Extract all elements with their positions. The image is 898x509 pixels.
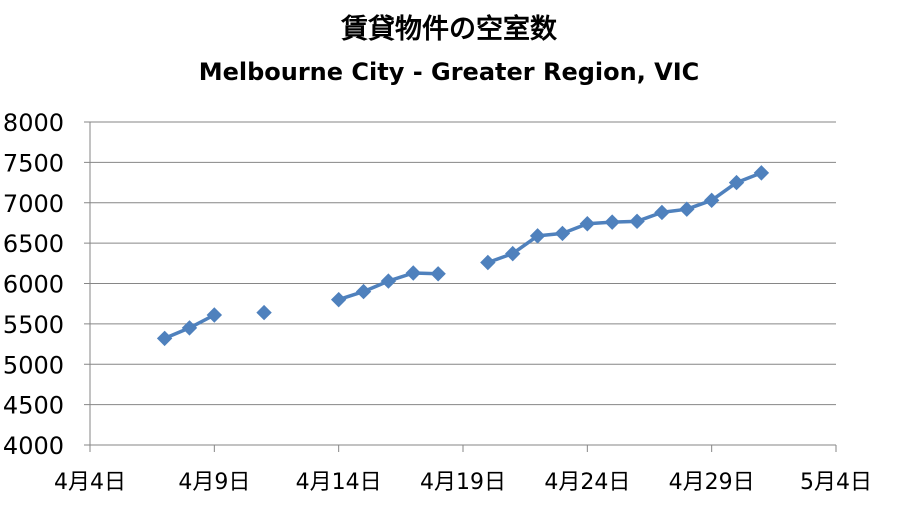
x-tick-labels: 4月4日 4月9日 4月14日 4月19日 4月24日 4月29日 5月4日 [54,470,872,495]
data-point [554,225,571,242]
y-tick-label: 5500 [3,311,64,339]
data-point [206,307,223,323]
data-point [703,192,720,209]
data-point [753,165,770,181]
data-point [156,330,173,347]
data-point [256,304,272,321]
data-point [654,204,670,221]
y-tick-label: 5000 [3,351,64,379]
data-point [330,291,347,308]
data-point [480,254,496,271]
series-line [163,171,763,341]
y-tick-labels: 8000 7500 7000 6500 6000 5500 5000 4500 4000 [3,109,64,460]
chart-subtitle: Melbourne City - Greater Region, VIC [199,58,700,86]
data-point [629,213,645,230]
series-points [156,165,770,347]
x-tick-label: 4月14日 [296,470,382,495]
data-point [355,283,372,300]
gridlines [90,121,836,406]
x-tick-label: 5月4日 [800,470,872,495]
data-point [579,216,596,232]
data-point [405,265,421,281]
y-tick-label: 4500 [3,392,64,420]
x-tick-label: 4月29日 [669,470,755,495]
data-point [181,320,198,336]
data-point [380,273,397,289]
y-tick-label: 8000 [3,109,64,137]
y-tick-label: 6500 [3,230,64,258]
data-point [430,266,446,282]
y-tick-label: 4000 [3,432,64,460]
x-tick-label: 4月9日 [178,470,250,495]
y-tick-label: 7500 [3,149,64,177]
x-tick-label: 4月4日 [54,470,126,495]
data-point [529,228,546,244]
y-tick-label: 7000 [3,190,64,218]
data-point [604,214,620,230]
x-tick-label: 4月24日 [544,470,630,495]
series-line-segment [487,171,763,265]
y-tick-label: 6000 [3,271,64,299]
axes [84,121,837,452]
data-point [679,201,695,217]
x-tick-label: 4月19日 [420,470,506,495]
data-point [728,174,745,191]
data-point [505,245,521,262]
chart-title: 賃貸物件の空室数 [340,13,558,45]
